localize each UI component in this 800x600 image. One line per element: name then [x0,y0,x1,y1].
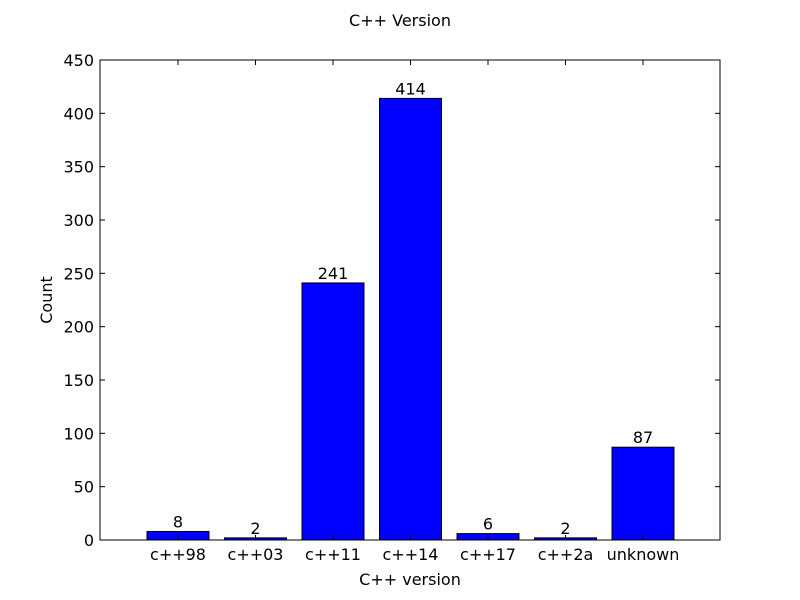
bars-group: 8 2 241 414 6 2 87 [146,79,675,541]
chart-title: C++ Version [349,11,451,30]
x-axis-label: C++ version [359,570,461,589]
x-tick-label-c++11: c++11 [305,545,361,564]
y-tick-label-250: 250 [63,264,94,283]
data-label-c++11: 241 [318,264,349,283]
y-tick-label-200: 200 [63,318,94,337]
bar-c++11 [301,282,365,541]
x-tick-label-c++17: c++17 [460,545,516,564]
data-label-c++17: 6 [483,515,493,534]
y-tick-label-50: 50 [74,478,94,497]
bar-c++14 [379,97,442,541]
bar-unknown [611,446,675,541]
y-tick-label-0: 0 [84,531,94,550]
y-tick-label-400: 400 [63,104,94,123]
y-tick-label-150: 150 [63,371,94,390]
x-axis: c++98 c++03 c++11 c++14 c++17 c++2a unknown [150,60,679,564]
x-tick-label-c++98: c++98 [150,545,206,564]
data-label-c++98: 8 [173,512,183,531]
y-tick-label-300: 300 [63,211,94,230]
x-tick-label-unknown: unknown [607,545,680,564]
y-tick-label-350: 350 [63,158,94,177]
y-tick-label-450: 450 [63,51,94,70]
y-axis: 0 50 100 150 200 250 300 350 400 450 [63,51,720,550]
data-label-c++14: 414 [395,79,426,98]
data-label-c++03: 2 [250,519,260,538]
x-tick-label-c++2a: c++2a [538,545,594,564]
y-tick-label-100: 100 [63,424,94,443]
y-axis-label: Count [37,276,56,324]
x-tick-label-c++03: c++03 [228,545,284,564]
x-tick-label-c++14: c++14 [383,545,439,564]
data-label-c++2a: 2 [560,519,570,538]
data-label-unknown: 87 [633,428,653,447]
